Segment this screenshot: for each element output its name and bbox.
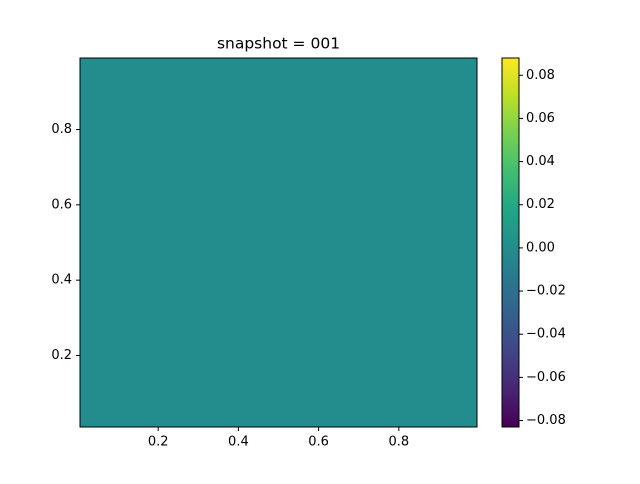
colorbar-tick-label: 0.08: [526, 68, 555, 83]
colorbar-tick-label: −0.02: [526, 284, 566, 299]
chart-title: snapshot = 001: [217, 35, 340, 53]
x-tick-label: 0.2: [148, 435, 169, 450]
y-tick-label: 0.8: [51, 122, 72, 137]
x-tick-label: 0.6: [308, 435, 329, 450]
y-tick-label: 0.4: [51, 273, 72, 288]
plot-frame: [79, 57, 478, 428]
colorbar-tick-label: 0.04: [526, 154, 555, 169]
colorbar-tick-label: 0.02: [526, 197, 555, 212]
y-tick-label: 0.2: [51, 348, 72, 363]
heatmap-cell: [80, 58, 477, 427]
colorbar-tick-label: 0.06: [526, 111, 555, 126]
colorbar: [501, 57, 520, 428]
colorbar-tick-label: 0.00: [526, 240, 555, 255]
colorbar-tick-label: −0.06: [526, 370, 566, 385]
x-tick-label: 0.4: [228, 435, 249, 450]
y-tick-label: 0.6: [51, 197, 72, 212]
x-tick-label: 0.8: [388, 435, 409, 450]
colorbar-tick-label: −0.08: [526, 413, 566, 428]
colorbar-tick-label: −0.04: [526, 327, 566, 342]
